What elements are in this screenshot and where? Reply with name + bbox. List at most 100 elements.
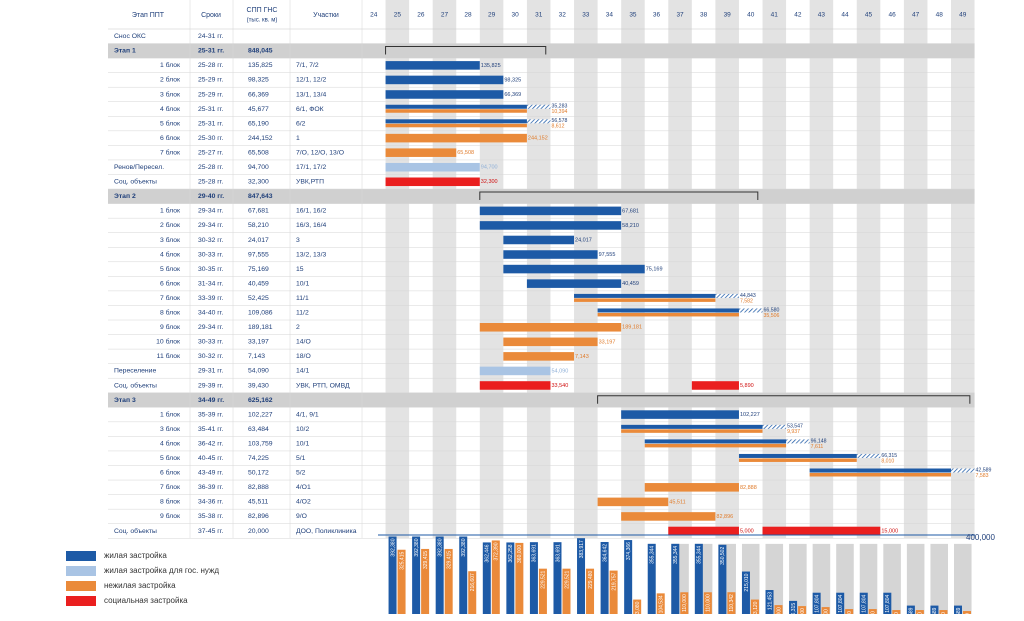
bottom-bar-orange [609, 570, 618, 614]
bottom-bar-blue [906, 605, 915, 614]
row-area: 848,045 [248, 48, 273, 55]
bottom-bar-orange [468, 571, 477, 614]
bar-value-label: 244,152 [528, 136, 548, 142]
row-plots: 6/2 [296, 120, 306, 127]
row-name: 4 блок [160, 105, 180, 113]
bar-res [385, 75, 504, 85]
row-period: 36-42 гг. [198, 440, 223, 447]
row-period: 30-33 гг. [198, 251, 223, 258]
bar-gov [479, 366, 551, 376]
bar-value-label: 58,210 [622, 223, 639, 229]
bar-non [597, 497, 669, 507]
row-period: 29-34 гг. [198, 208, 223, 215]
bottom-bar-blue-label: 107,804 [862, 594, 868, 612]
bar-res [479, 221, 622, 230]
bottom-bar-blue [388, 536, 397, 614]
bottom-bar-orange [633, 599, 642, 614]
bar-value-label: 102,227 [740, 412, 760, 418]
bottom-bar-orange-label: 329,415 [423, 551, 429, 569]
bottom-bar-orange [892, 610, 901, 614]
bar-value-label: 33,197 [599, 339, 616, 345]
bottom-bar-orange [656, 593, 665, 614]
bar-value-label: 42,589 [976, 467, 992, 473]
bar-res [503, 250, 598, 259]
bottom-bar-blue-label: 355,344 [673, 546, 679, 564]
row-plots: 5/1 [296, 455, 306, 462]
stage-bracket [385, 46, 547, 55]
year-column-shade [951, 0, 975, 539]
row-period: 30-32 гг. [198, 237, 223, 244]
legend-label: жилая застройка [104, 551, 167, 560]
bottom-bar-gray [954, 543, 972, 614]
bar-hatched-segment [715, 293, 739, 298]
row-period: 35-41 гг. [198, 426, 223, 433]
stage-row-bg [108, 189, 975, 204]
row-period: 34-36 гг. [198, 499, 223, 506]
row-period: 25-28 гг. [198, 164, 223, 171]
bottom-bar-blue-label: 392,380 [414, 538, 420, 556]
bottom-bar-blue-label: 66,315 [791, 603, 797, 619]
bottom-bar-orange-label: 216,607 [470, 573, 476, 591]
bar-value-label: 66,580 [764, 307, 780, 313]
bar-non-residential [574, 298, 716, 302]
bottom-bar-orange-label: 35,000 [823, 609, 829, 621]
bottom-bar-orange [515, 542, 524, 614]
bottom-bar-orange-label: 372,390 [494, 542, 500, 560]
row-area: 20,000 [248, 528, 269, 535]
row-period: 24-31 гг. [198, 33, 223, 40]
row-area: 82,888 [248, 484, 269, 491]
bar-non [385, 148, 457, 157]
legend: жилая застройка жилая застройка для гос.… [66, 548, 219, 608]
bottom-bar-blue [482, 542, 491, 614]
row-plots: 6/1, ФОК [296, 106, 324, 113]
row-area: 97,555 [248, 251, 269, 258]
row-period: 29-40 гг. [198, 193, 224, 200]
year-label: 46 [888, 12, 896, 19]
row-name: 3 блок [160, 236, 180, 244]
bar-value-label: 66,315 [881, 453, 897, 459]
row-plots: 7/О, 12/О, 13/О [296, 149, 344, 156]
bottom-bar-orange-label: 110,342 [729, 594, 735, 612]
bar-soc [479, 381, 551, 390]
row-name: Снос ОКС [114, 33, 146, 40]
row-name: 9 блок [160, 323, 180, 331]
bar-value-label: 8,010 [881, 458, 894, 464]
year-label: 30 [512, 12, 520, 19]
row-area: 189,181 [248, 324, 273, 331]
row-area: 109,086 [248, 310, 273, 317]
row-period: 36-39 гг. [198, 484, 223, 491]
year-label: 38 [700, 12, 708, 19]
year-label: 43 [818, 12, 826, 19]
bottom-bar-orange-label: 110,000 [682, 594, 688, 612]
row-area: 52,425 [248, 295, 269, 302]
row-name: 5 блок [160, 454, 180, 462]
bottom-bar-blue [694, 543, 703, 614]
bar-value-label: 35,506 [764, 313, 780, 319]
bottom-bar-blue-label: 107,804 [838, 594, 844, 612]
bar-non [479, 323, 622, 332]
bottom-bar-gray [906, 543, 925, 614]
bottom-bar-blue [647, 543, 656, 614]
row-period: 35-38 гг. [198, 513, 223, 520]
row-name: 2 блок [160, 221, 180, 229]
row-plots: 11/1 [296, 295, 309, 302]
row-area: 625,162 [248, 397, 273, 404]
bottom-bar-orange-label: 329,415 [446, 551, 452, 569]
bar-residential [385, 119, 527, 124]
year-label: 32 [559, 12, 567, 19]
year-label: 42 [794, 12, 802, 19]
legend-item-social: социальная застройка [66, 593, 219, 608]
bottom-bar-blue-label: 374,366 [626, 542, 632, 560]
year-column-shade [668, 0, 692, 539]
year-label: 37 [676, 12, 684, 19]
row-plots: 16/3, 16/4 [296, 222, 326, 229]
bottom-bar-blue [765, 590, 774, 614]
bar-value-label: 67,681 [622, 208, 639, 214]
bottom-bar-orange [397, 549, 406, 614]
row-name: 11 блок [157, 352, 180, 360]
bottom-bar-orange [915, 610, 924, 614]
row-period: 33-39 гг. [198, 295, 223, 302]
bottom-bar-orange-label: 229,480 [588, 570, 594, 588]
bottom-bar-orange-label: 20,000 [894, 612, 900, 621]
row-period: 29-39 гг. [198, 382, 223, 389]
